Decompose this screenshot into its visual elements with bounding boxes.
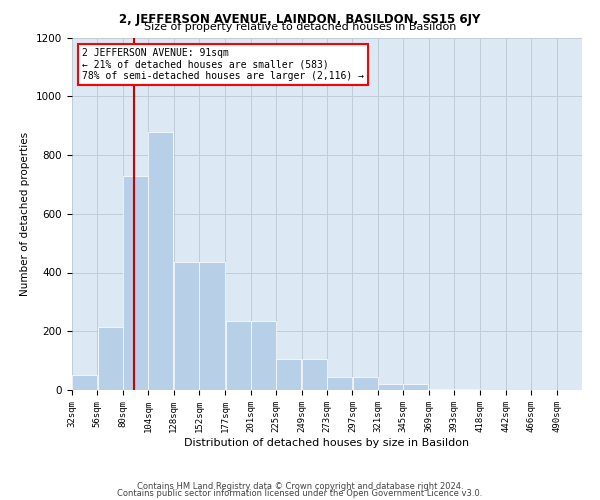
Bar <box>378 384 403 390</box>
Bar <box>353 377 377 390</box>
Text: 2 JEFFERSON AVENUE: 91sqm
← 21% of detached houses are smaller (583)
78% of semi: 2 JEFFERSON AVENUE: 91sqm ← 21% of detac… <box>82 48 364 82</box>
Text: 2, JEFFERSON AVENUE, LAINDON, BASILDON, SS15 6JY: 2, JEFFERSON AVENUE, LAINDON, BASILDON, … <box>119 12 481 26</box>
Bar <box>123 176 148 390</box>
Bar <box>226 321 251 390</box>
Bar <box>72 376 97 390</box>
Bar <box>403 384 428 390</box>
Bar <box>251 321 276 390</box>
Bar <box>429 388 454 390</box>
Bar <box>454 388 480 390</box>
Bar <box>174 262 199 390</box>
Text: Contains HM Land Registry data © Crown copyright and database right 2024.: Contains HM Land Registry data © Crown c… <box>137 482 463 491</box>
Bar <box>327 377 352 390</box>
Bar <box>148 132 173 390</box>
Bar <box>302 359 327 390</box>
Text: Size of property relative to detached houses in Basildon: Size of property relative to detached ho… <box>144 22 456 32</box>
X-axis label: Distribution of detached houses by size in Basildon: Distribution of detached houses by size … <box>184 438 470 448</box>
Bar <box>199 262 225 390</box>
Bar <box>277 359 301 390</box>
Text: Contains public sector information licensed under the Open Government Licence v3: Contains public sector information licen… <box>118 489 482 498</box>
Y-axis label: Number of detached properties: Number of detached properties <box>20 132 31 296</box>
Bar <box>98 327 122 390</box>
